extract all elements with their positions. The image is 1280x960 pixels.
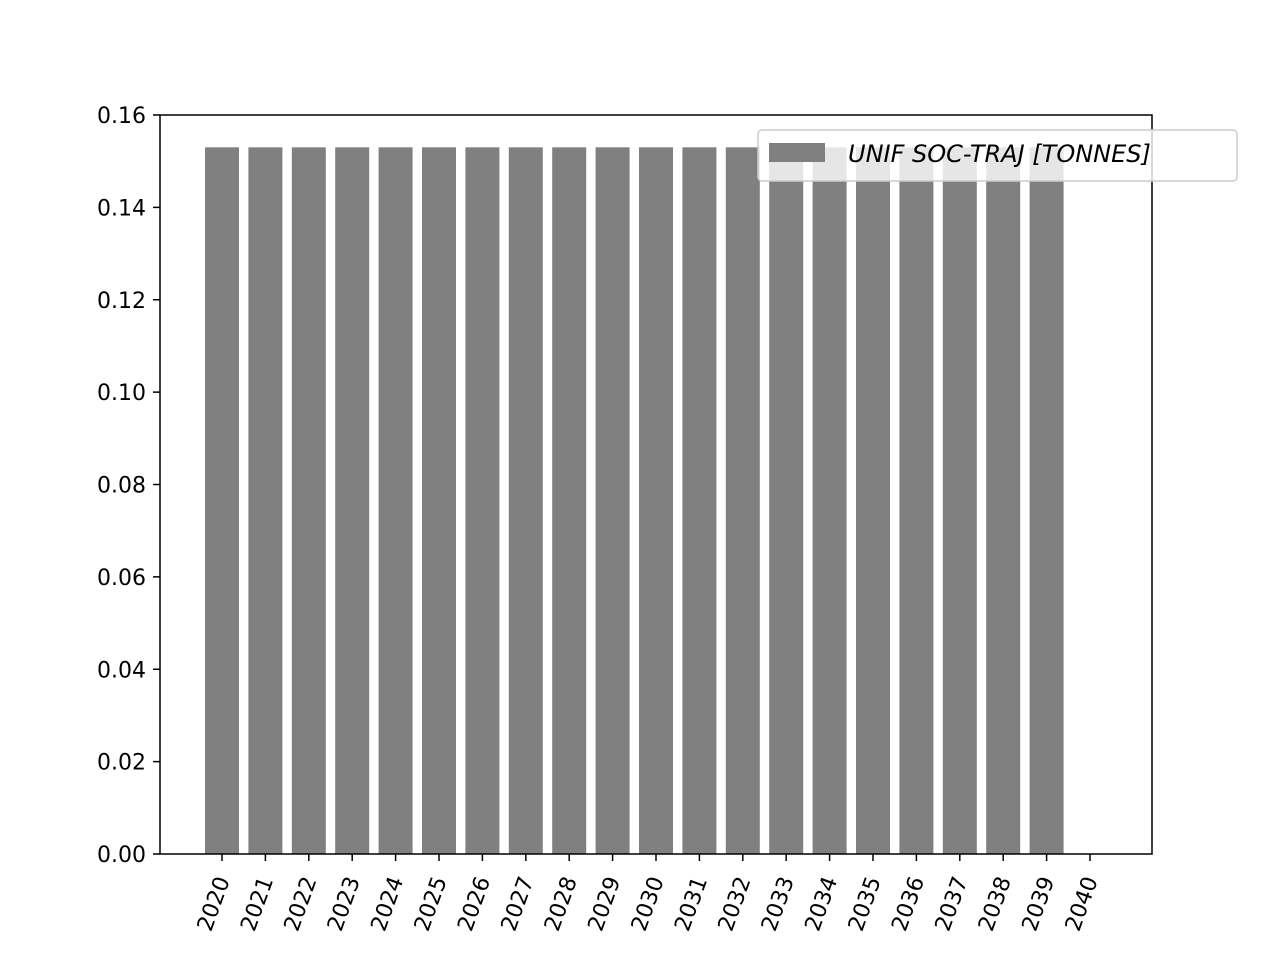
x-tick-label: 2031: [670, 874, 713, 935]
legend-label: UNIF SOC-TRAJ [TONNES]: [848, 140, 1151, 168]
x-tick-label: 2026: [453, 874, 496, 935]
x-tick-label: 2023: [323, 874, 366, 935]
bars-group: [205, 147, 1064, 854]
bar-2031: [682, 147, 717, 854]
legend-swatch: [769, 143, 825, 162]
bar-2037: [942, 147, 977, 854]
y-tick-label: 0.04: [97, 658, 146, 683]
bar-2034: [812, 147, 847, 854]
x-tick-label: 2037: [931, 874, 974, 935]
plot-frame: [159, 114, 1153, 855]
legend: UNIF SOC-TRAJ [TONNES]: [757, 129, 1238, 182]
x-tick-label: 2034: [801, 874, 844, 935]
y-axis: 0.00 0.02 0.04 0.06 0.08 0.10 0.12 0.14 0.16: [97, 104, 160, 868]
x-tick-label: 2040: [1061, 874, 1104, 935]
bar-2022: [291, 147, 326, 854]
legend-box: [757, 129, 1238, 182]
y-tick-label: 0.12: [97, 289, 146, 314]
x-tick-label: 2024: [367, 874, 410, 935]
bar-2024: [378, 147, 413, 854]
x-tick-label: 2035: [844, 874, 887, 935]
bar-2029: [595, 147, 630, 854]
bar-2032: [725, 147, 760, 854]
bar-2028: [552, 147, 587, 854]
bar-2036: [899, 147, 934, 854]
x-tick-label: 2036: [887, 874, 930, 935]
bar-2030: [639, 147, 673, 854]
y-tick-label: 0.14: [97, 196, 146, 221]
bar-2026: [465, 147, 500, 854]
bar-2027: [508, 147, 543, 854]
y-tick-label: 0.10: [97, 381, 146, 406]
x-tick-label: 2020: [193, 874, 236, 935]
y-tick-label: 0.16: [97, 104, 146, 129]
x-tick-label: 2032: [714, 874, 757, 935]
x-tick-label: 2029: [584, 874, 627, 935]
bar-2038: [986, 147, 1021, 854]
x-tick-label: 2027: [497, 874, 540, 935]
x-axis: 2020 2021 2022 2023 2024 2025 2026 2027 2028 2029…: [193, 854, 1104, 935]
y-tick-label: 0.00: [97, 843, 146, 868]
x-tick-label: 2033: [757, 874, 800, 935]
y-tick-label: 0.02: [97, 751, 146, 776]
bar-2033: [769, 147, 804, 854]
y-tick-label: 0.08: [97, 474, 146, 499]
bar-2035: [856, 147, 890, 854]
x-tick-label: 2030: [627, 874, 670, 935]
bar-2023: [335, 147, 370, 854]
bar-2039: [1029, 147, 1064, 854]
bar-2020: [205, 147, 239, 854]
x-tick-label: 2021: [236, 874, 279, 935]
x-tick-label: 2022: [280, 874, 323, 935]
x-tick-label: 2038: [974, 874, 1017, 935]
x-tick-label: 2039: [1018, 874, 1061, 935]
bar-2021: [248, 147, 283, 854]
x-tick-label: 2025: [410, 874, 453, 935]
x-tick-label: 2028: [540, 874, 583, 935]
y-tick-label: 0.06: [97, 566, 146, 591]
bar-2025: [422, 147, 456, 854]
